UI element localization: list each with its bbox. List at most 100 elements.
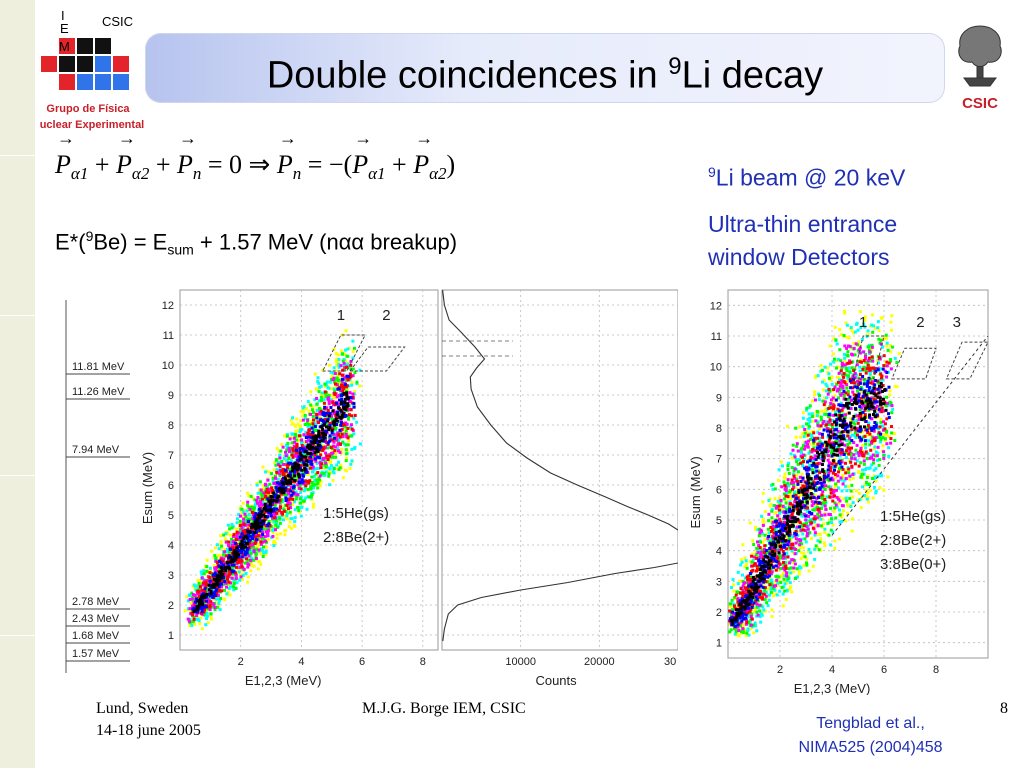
density-point [309,463,312,466]
density-point [247,575,250,578]
density-point [307,435,310,438]
density-point [226,578,229,581]
density-point [305,459,308,462]
density-point [246,566,249,569]
density-point [306,419,309,422]
density-point [798,425,801,428]
density-point [261,510,264,513]
density-point [240,565,243,568]
density-point [259,480,262,483]
density-point [285,498,288,501]
density-point [245,572,248,575]
density-point [250,495,253,498]
density-point [296,493,299,496]
density-point [324,390,327,393]
density-point [802,411,805,414]
density-point [331,409,334,412]
density-point [821,381,824,384]
density-point [303,463,306,466]
density-point [198,582,201,585]
density-point [879,339,882,342]
density-point [819,540,822,543]
density-point [347,378,350,381]
density-point [296,506,299,509]
y-tick-label: 7 [716,454,722,466]
density-point [752,631,755,634]
density-point [201,627,204,630]
density-point [822,388,825,391]
density-point [817,374,820,377]
density-point [745,632,748,635]
density-point [231,577,234,580]
density-point [345,391,348,394]
density-point [759,621,762,624]
density-point [215,556,218,559]
density-point [824,413,827,416]
density-point [246,501,249,504]
density-point [824,366,827,369]
density-point [280,443,283,446]
density-point [804,555,807,558]
density-point [295,466,298,469]
density-point [272,492,275,495]
density-point [327,475,330,478]
density-point [321,391,324,394]
density-point [846,324,849,327]
density-point [277,495,280,498]
density-point [249,559,252,562]
y-tick-label: 3 [716,576,722,588]
density-point [274,524,277,527]
density-point [247,554,250,557]
density-point [293,525,296,528]
density-point [737,571,740,574]
density-point [304,423,307,426]
density-point [345,452,348,455]
density-point [350,408,353,411]
density-point [255,518,258,521]
density-point [282,446,285,449]
density-point [301,479,304,482]
density-point [882,489,885,492]
density-point [813,558,816,561]
density-point [350,414,353,417]
density-point [235,528,238,531]
density-point [805,540,808,543]
density-point [345,433,348,436]
density-point [833,510,836,513]
density-point [289,489,292,492]
density-point [209,580,212,583]
density-point [329,434,332,437]
density-point [802,546,805,549]
density-point [345,459,348,462]
density-point [795,436,798,439]
density-point [223,598,226,601]
density-point [347,439,350,442]
x-tick-label: 30 [664,656,676,668]
density-point [279,457,282,460]
density-point [270,472,273,475]
density-point [873,486,876,489]
density-point [351,392,354,395]
density-point [741,574,744,577]
density-point [293,474,296,477]
density-point [299,428,302,431]
density-point [864,443,867,446]
density-point [777,479,780,482]
density-point [294,516,297,519]
density-point [233,564,236,567]
y-tick-label: 8 [716,423,722,435]
density-point [260,503,263,506]
density-point [242,502,245,505]
density-point [293,485,296,488]
beam-note: 9Li beam @ 20 keV [708,156,905,195]
density-point [834,338,837,341]
density-point [255,557,258,560]
density-point [335,402,338,405]
density-point [283,533,286,536]
density-point [298,481,301,484]
density-point [235,538,238,541]
density-point [854,331,857,334]
density-point [344,383,347,386]
density-point [339,443,342,446]
